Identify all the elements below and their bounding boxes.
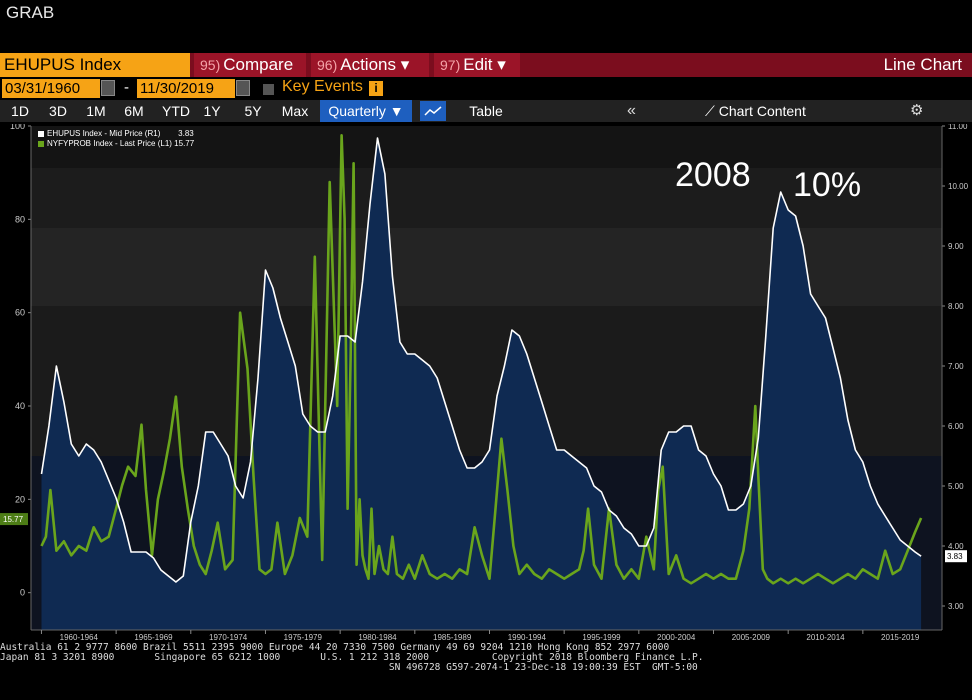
x-axis-tick-label: 1980-1984	[358, 633, 397, 642]
left-axis-tick-label: 20	[15, 494, 25, 504]
x-axis-tick-label: 1990-1994	[508, 633, 547, 642]
compare-button[interactable]: 95) Compare	[194, 53, 306, 77]
right-axis-tick-label: 7.00	[948, 362, 964, 371]
period-6m[interactable]: 6M	[124, 103, 144, 119]
left-axis-tick-label: 40	[15, 401, 25, 411]
calendar-icon[interactable]	[101, 80, 115, 96]
view-type-label[interactable]: Line Chart	[883, 55, 962, 74]
line-chart[interactable]: 100 80 60 40 20 0 11.00 10.00 9.00 8.00 7.00 6.00 5.…	[0, 124, 972, 642]
area-fill-ehupus	[41, 138, 922, 630]
x-axis-tick-label: 2015-2019	[881, 633, 920, 642]
x-axis-tick-label: 2010-2014	[806, 633, 845, 642]
series-line-nyfyprob[interactable]	[40, 134, 923, 585]
x-axis-tick-label: 1985-1989	[433, 633, 472, 642]
right-axis-tick-label: 4.00	[948, 542, 964, 551]
x-axis-tick-label: 2005-2009	[732, 633, 771, 642]
last-value-tag-left	[0, 513, 28, 526]
left-axis-tick-label: 60	[15, 308, 25, 318]
legend-entry-ehupus: EHUPUS Index - Mid Price (R1) 3.83	[38, 129, 194, 139]
x-axis-tick-label: 1970-1974	[209, 633, 248, 642]
last-value-tag-right	[945, 550, 967, 563]
period-max[interactable]: Max	[281, 103, 309, 119]
frequency-select[interactable]: Quarterly ▼	[320, 100, 412, 122]
period-ytd[interactable]: YTD	[162, 103, 190, 119]
gear-icon[interactable]: ⚙	[910, 102, 924, 119]
last-value-text-right: 3.83	[947, 552, 963, 561]
period-5y[interactable]: 5Y	[244, 103, 262, 119]
x-axis-tick-label: 1960-1964	[60, 633, 99, 642]
x-axis-tick-label: 2000-2004	[657, 633, 696, 642]
right-axis-tick-label: 11.00	[948, 124, 968, 131]
legend-value-ehupus: 3.83	[178, 129, 194, 138]
chart-content-icon: ⟋	[705, 103, 719, 119]
right-axis-tick-label: 8.00	[948, 302, 964, 311]
compare-shortcut: 95)	[200, 57, 221, 73]
compare-label: Compare	[223, 55, 294, 74]
actions-label: Actions ▾	[340, 55, 410, 74]
annotation-percent: 10%	[793, 166, 862, 204]
legend-swatch-white	[38, 130, 44, 137]
period-1m[interactable]: 1M	[86, 103, 106, 119]
chart-content-button[interactable]: ⟋ Chart Content	[705, 100, 806, 122]
right-axis-tick-label: 10.00	[948, 182, 969, 191]
info-icon[interactable]: i	[369, 81, 383, 96]
period-3d[interactable]: 3D	[49, 103, 67, 119]
right-axis-tick-label: 3.00	[948, 602, 964, 611]
footer-line-1: Australia 61 2 9777 8600 Brazil 5511 239…	[0, 642, 670, 653]
edit-button[interactable]: 97) Edit ▾	[434, 53, 520, 77]
chart-content-label: Chart Content	[718, 103, 806, 119]
key-events-label: Key Events	[282, 78, 363, 95]
period-bar	[0, 100, 972, 122]
legend-label-nyfyprob: NYFYPROB Index - Last Price (L1)	[47, 139, 172, 148]
edit-shortcut: 97)	[440, 57, 461, 73]
end-date-field[interactable]: 11/30/2019	[137, 79, 235, 98]
x-axis-tick-label: 1995-1999	[582, 633, 621, 642]
footer-line-2: Japan 81 3 3201 8900 Singapore 65 6212 1…	[0, 652, 704, 663]
left-axis-tick-label: 0	[20, 588, 25, 598]
edit-label: Edit ▾	[463, 55, 506, 74]
line-chart-icon[interactable]	[420, 101, 446, 121]
plot-band	[31, 126, 942, 168]
left-axis-tick-label: 80	[15, 214, 25, 224]
collapse-icon[interactable]: «	[627, 102, 636, 119]
right-axis-tick-label: 5.00	[948, 482, 964, 491]
right-axis-tick-label: 9.00	[948, 242, 964, 251]
start-date-field[interactable]: 03/31/1960	[2, 79, 100, 98]
chart-legend: EHUPUS Index - Mid Price (R1) 3.83 NYFYP…	[38, 129, 194, 149]
left-axis-tick-label: 100	[10, 124, 25, 131]
x-axis-tick-label: 1965-1969	[134, 633, 173, 642]
window-title: GRAB	[6, 3, 55, 22]
legend-entry-nyfyprob: NYFYPROB Index - Last Price (L1) 15.77	[38, 139, 194, 149]
key-events-checkbox[interactable]	[263, 84, 274, 95]
annotation-year: 2008	[675, 156, 751, 194]
series-line-ehupus[interactable]	[40, 137, 922, 583]
table-button[interactable]: Table	[469, 103, 503, 119]
date-separator: -	[124, 79, 129, 96]
period-1d[interactable]: 1D	[11, 103, 29, 119]
footer-line-3: SN 496728 G597-2074-1 23-Dec-18 19:00:39…	[0, 662, 698, 673]
footer-contacts: Australia 61 2 9777 8600 Brazil 5511 239…	[0, 643, 972, 673]
legend-value-nyfyprob: 15.77	[174, 139, 195, 148]
last-value-text-left: 15.77	[3, 515, 24, 524]
actions-button[interactable]: 96) Actions ▾	[311, 53, 429, 77]
right-axis-tick-label: 6.00	[948, 422, 964, 431]
calendar-icon[interactable]	[236, 80, 250, 96]
ticker-field[interactable]: EHUPUS Index	[0, 53, 190, 77]
legend-swatch-green	[38, 140, 44, 147]
actions-shortcut: 96)	[317, 57, 338, 73]
period-1y[interactable]: 1Y	[203, 103, 221, 119]
x-axis-tick-label: 1975-1979	[284, 633, 323, 642]
legend-label-ehupus: EHUPUS Index - Mid Price (R1)	[47, 129, 161, 138]
